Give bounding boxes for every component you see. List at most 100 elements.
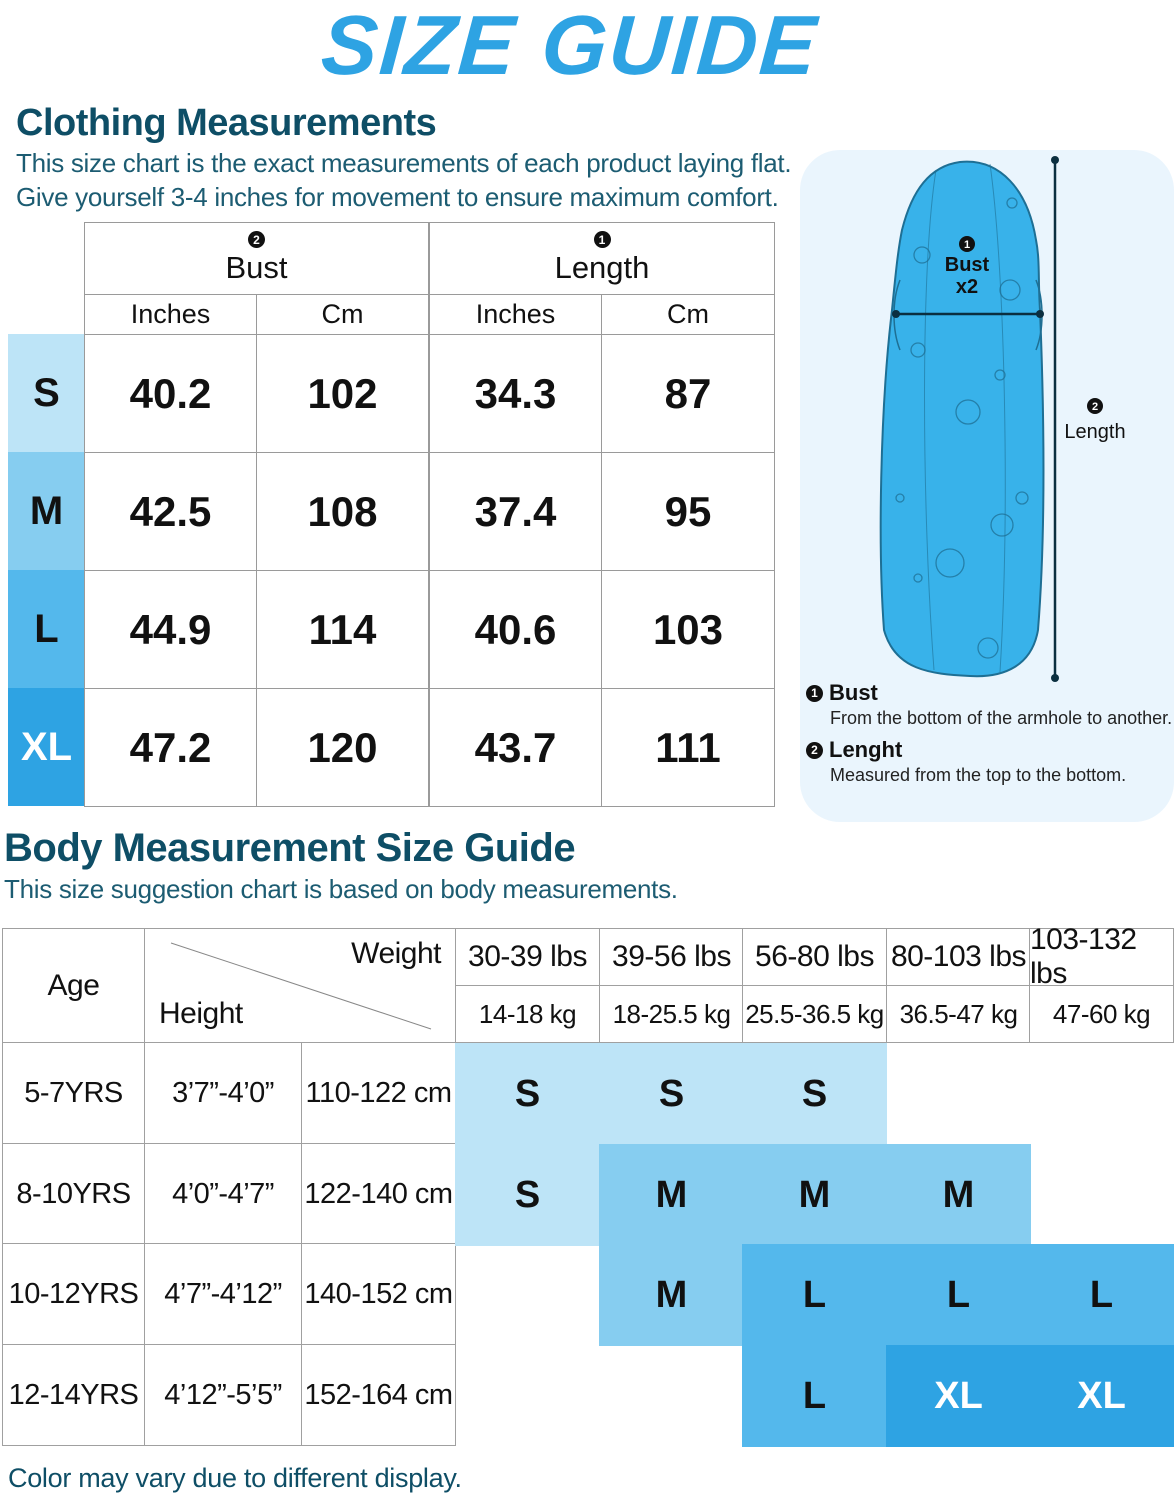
legend-bust-desc: From the bottom of the armhole to anothe…: [830, 708, 1173, 728]
weight-kg-header: 14-18 kg: [455, 985, 600, 1043]
length-number-badge: 1: [593, 231, 611, 248]
recommended-size-cell: S: [599, 1043, 744, 1145]
weight-lbs-header: 56-80 lbs: [742, 928, 887, 986]
height-cm-cell: 140-152 cm: [301, 1243, 456, 1345]
length-inches-header: Inches: [429, 294, 602, 335]
body-desc: This size suggestion chart is based on b…: [4, 874, 678, 904]
measurement-cell: 114: [256, 570, 429, 689]
measurement-cell: 40.2: [84, 334, 257, 453]
measurement-cell: 47.2: [84, 688, 257, 807]
age-cell: 8-10YRS: [2, 1143, 145, 1245]
age-cell: 10-12YRS: [2, 1243, 145, 1345]
recommended-size-cell: M: [886, 1144, 1031, 1246]
measurement-cell: 34.3: [429, 334, 602, 453]
weight-lbs-header: 39-56 lbs: [599, 928, 744, 986]
length-header-label: Length: [554, 250, 650, 285]
size-label-l: L: [8, 570, 85, 688]
title-text: SIZE GUIDE: [319, 0, 822, 92]
bust-marker-icon: [959, 236, 975, 252]
size-label-s: S: [8, 334, 85, 452]
svg-text:2: 2: [1092, 401, 1098, 413]
diagonal-divider: [170, 942, 432, 1030]
weight-kg-header: 18-25.5 kg: [599, 985, 744, 1043]
legend-length-icon: 2: [806, 741, 823, 759]
recommended-size-cell: M: [742, 1144, 887, 1246]
body-heading: Body Measurement Size Guide: [4, 826, 576, 870]
weight-kg-header: 47-60 kg: [1029, 985, 1174, 1043]
legend-length-title: Lenght: [829, 737, 903, 762]
measurement-cell: 44.9: [84, 570, 257, 689]
age-cell: 12-14YRS: [2, 1344, 145, 1446]
size-label-m: M: [8, 452, 85, 570]
measurement-cell: 108: [256, 452, 429, 571]
weight-lbs-header: 103-132 lbs: [1029, 923, 1174, 990]
measurement-cell: 111: [601, 688, 775, 807]
recommended-size-cell: XL: [1029, 1345, 1174, 1447]
weight-kg-header: 36.5-47 kg: [886, 985, 1031, 1043]
height-cm-cell: 152-164 cm: [301, 1344, 456, 1446]
recommended-size-cell: L: [742, 1244, 887, 1346]
height-inches-cell: 4’7”-4’12”: [144, 1243, 302, 1345]
measurement-cell: 40.6: [429, 570, 602, 689]
clothing-desc-line2: Give yourself 3-4 inches for movement to…: [16, 182, 779, 212]
recommended-size-cell: L: [1029, 1244, 1174, 1346]
measurement-cell: 87: [601, 334, 775, 453]
measurement-cell: 37.4: [429, 452, 602, 571]
recommended-size-cell: S: [455, 1043, 600, 1145]
measurement-cell: 95: [601, 452, 775, 571]
bust-header-label: Bust: [225, 250, 288, 285]
legend-bust: 1 Bust From the bottom of the armhole to …: [806, 680, 1172, 729]
bust-number-badge: 2: [248, 231, 265, 248]
bust-column-header: 2 Bust: [84, 222, 429, 295]
bust-cm-header: Cm: [256, 294, 429, 335]
length-column-header: 1 Length: [429, 222, 775, 295]
height-inches-cell: 4’12”-5’5”: [144, 1344, 302, 1446]
length-marker-icon: [1087, 398, 1103, 414]
height-inches-cell: 3’7”-4’0”: [144, 1042, 302, 1144]
recommended-size-cell: S: [742, 1043, 887, 1145]
legend-length-desc: Measured from the top to the bottom.: [830, 765, 1127, 785]
bust-inches-header: Inches: [84, 294, 257, 335]
legend-bust-icon: 1: [806, 684, 823, 702]
weight-header-label: Weight: [351, 937, 441, 970]
garment-diagram: 1 Bust x2 2 Length: [879, 156, 1126, 682]
weight-height-header: Weight Height: [144, 928, 456, 1043]
weight-lbs-header: 80-103 lbs: [886, 928, 1031, 986]
length-diagram-label: Length: [1064, 421, 1125, 443]
weight-kg-header: 25.5-36.5 kg: [742, 985, 887, 1043]
bust-multiplier: x2: [956, 276, 978, 298]
measurement-cell: 43.7: [429, 688, 602, 807]
height-cm-cell: 122-140 cm: [301, 1143, 456, 1245]
recommended-size-cell: M: [599, 1244, 744, 1346]
size-label-xl: XL: [8, 688, 85, 806]
clothing-measurements-table: 2 Bust 1 Length Inches Cm Inches Cm S 40.…: [8, 222, 775, 809]
svg-text:1: 1: [964, 239, 970, 251]
legend-length: 2 Lenght Measured from the top to the bot…: [806, 737, 1126, 786]
recommended-size-cell: S: [455, 1144, 600, 1246]
measurement-cell: 102: [256, 334, 429, 453]
clothing-desc-line1: This size chart is the exact measurement…: [16, 148, 792, 178]
legend-bust-title: Bust: [829, 680, 878, 705]
recommended-size-cell: L: [742, 1345, 887, 1447]
weight-lbs-header: 30-39 lbs: [455, 928, 600, 986]
bust-diagram-label: Bust: [945, 254, 990, 276]
age-header: Age: [2, 928, 145, 1043]
age-cell: 5-7YRS: [2, 1042, 145, 1144]
color-disclaimer: Color may vary due to different display.: [8, 1463, 462, 1493]
title-lettering: SIZE GUIDE: [319, 0, 822, 92]
clothing-heading: Clothing Measurements: [16, 102, 437, 144]
measurement-cell: 120: [256, 688, 429, 807]
length-cm-header: Cm: [601, 294, 775, 335]
garment-illustration-panel: 1 Bust x2 2 Length 1 Bust From the bottom…: [800, 150, 1174, 822]
garment-shape: [879, 160, 1045, 678]
recommended-size-cell: L: [886, 1244, 1031, 1346]
recommended-size-cell: XL: [886, 1345, 1031, 1447]
page-title: SIZE GUIDE: [0, 0, 1176, 96]
height-cm-cell: 110-122 cm: [301, 1042, 456, 1144]
height-header-label: Height: [159, 997, 243, 1030]
measurement-cell: 103: [601, 570, 775, 689]
height-inches-cell: 4’0”-4’7”: [144, 1143, 302, 1245]
body-size-table: Age Weight Height 30-39 lbs 14-18 kg 39-56…: [2, 923, 1174, 1447]
measurement-cell: 42.5: [84, 452, 257, 571]
recommended-size-cell: M: [599, 1144, 744, 1246]
